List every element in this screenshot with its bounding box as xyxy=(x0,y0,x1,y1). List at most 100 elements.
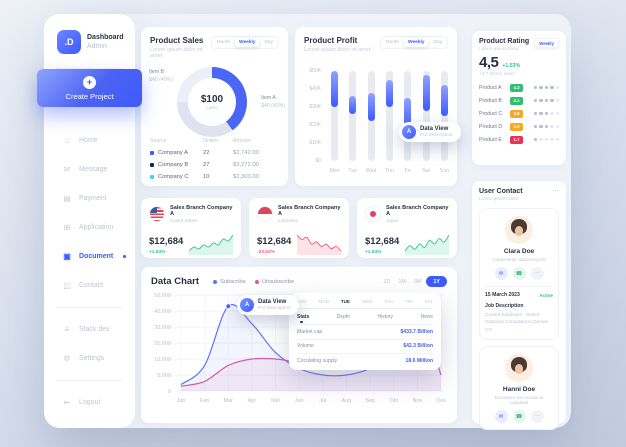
column-header: Source xyxy=(150,138,167,144)
branch-country: Japan xyxy=(386,218,399,223)
data-chart-header: Data Chart Subscribe Unsubscribe 1D 1M 3M 1Y xyxy=(141,267,457,287)
logout-icon: ⇤ xyxy=(63,398,71,407)
product-sales-card: Product Sales Lorem ipsum dolor sit amet… xyxy=(141,27,288,186)
range-1m[interactable]: 1M xyxy=(398,278,406,285)
status-badge: Active xyxy=(539,292,553,298)
application-icon: ⊞ xyxy=(63,223,71,232)
flag-us-icon xyxy=(149,206,165,222)
popup-day-fri[interactable]: FRI xyxy=(405,299,413,304)
product-rating-subtitle: Lorem ipsum dolor xyxy=(479,47,519,52)
message-icon[interactable]: ✉ xyxy=(494,410,508,424)
stat-value: $433.7 Billion xyxy=(400,328,433,335)
sidebar-item-stack-dev[interactable]: ≡ Stack dev xyxy=(44,315,135,344)
popup-day-wed[interactable]: WED xyxy=(361,299,373,304)
product-profit-tabs: Month Weekly Day xyxy=(379,36,448,49)
more-icon[interactable]: ⋯ xyxy=(530,410,544,424)
branch-value: $12,684 xyxy=(149,236,184,247)
popup-tab-news[interactable]: News xyxy=(420,314,433,320)
branch-header: Sales Branch Company A Japan xyxy=(365,205,449,223)
rating-row-product-c: Product C 3.8 xyxy=(479,107,559,120)
stat-label: Circulating supply xyxy=(297,357,338,364)
tooltip-title: Data View xyxy=(420,126,449,132)
contact-description: Excepteur sint occaecat cupidatat xyxy=(494,395,544,406)
popup-day-thu[interactable]: THU xyxy=(384,299,394,304)
app-logo: .D xyxy=(57,30,81,54)
branch-title: Sales Branch Company A xyxy=(170,205,233,217)
popup-day-sun[interactable]: SUN xyxy=(297,299,307,304)
legend-unsubscribe[interactable]: Unsubscribe xyxy=(254,279,294,285)
popup-tab-stats[interactable]: Stats xyxy=(297,314,310,323)
rating-dot xyxy=(550,85,554,90)
sidebar-item-document[interactable]: ▣ Document xyxy=(44,242,135,271)
product-sales-title: Product Sales xyxy=(150,36,204,45)
user-contact-subtitle: Lorem ipsum dolor xyxy=(479,197,519,202)
legend-subscribe[interactable]: Subscribe xyxy=(213,279,246,285)
brand-title: Dashboard xyxy=(87,33,124,41)
settings-icon: ⚙ xyxy=(63,354,71,363)
rating-row-product-e: Product E 1.7 xyxy=(479,133,559,146)
tab-day[interactable]: Day xyxy=(433,40,442,45)
sidebar-item-message[interactable]: ✉ Message xyxy=(44,155,135,184)
x-axis-label: Mon xyxy=(329,168,340,174)
sidebar-item-label: Message xyxy=(79,166,108,173)
more-menu-icon[interactable]: ⋯ xyxy=(552,188,559,195)
popup-day-sat[interactable]: SAT xyxy=(424,299,433,304)
tab-month[interactable]: Month xyxy=(385,40,400,45)
contact-meta: 15 March 2023 Active xyxy=(485,286,553,298)
sidebar-item-settings[interactable]: ⚙ Settings xyxy=(44,344,135,373)
popup-tab-depth[interactable]: Depth xyxy=(336,314,351,320)
more-icon[interactable]: ⋯ xyxy=(530,267,544,280)
contact-description: Consectetur adipiscing elit xyxy=(492,257,546,262)
chart-tooltip: A Data View Put Description xyxy=(237,295,299,316)
tab-weekly[interactable]: Weekly xyxy=(235,38,259,47)
branch-figures: $12,684 +1.53% xyxy=(365,236,399,255)
flag-id-icon xyxy=(257,206,273,222)
rating-period-button[interactable]: Weekly xyxy=(534,38,559,48)
popup-day-tue[interactable]: TUE xyxy=(340,299,350,304)
sidebar-nav: ⌂ Home ✉ Message ▤ Payment ⊞ Application ▣ Docume… xyxy=(44,126,135,417)
phone-icon[interactable]: ☎ xyxy=(512,267,526,280)
message-icon[interactable]: ✉ xyxy=(494,267,508,280)
popup-day-mon[interactable]: MON xyxy=(318,299,329,304)
sidebar-item-contact[interactable]: ◫ Contact xyxy=(44,271,135,300)
branch-titles: Sales Branch Company A United States xyxy=(170,205,233,223)
tab-day[interactable]: Day xyxy=(264,40,273,45)
rating-dots xyxy=(533,137,559,142)
stat-value: $42.3 Billion xyxy=(403,343,433,350)
create-project-button[interactable]: + Create Project xyxy=(37,69,142,107)
phone-icon[interactable]: ☎ xyxy=(512,410,526,424)
branch-sparkline xyxy=(297,234,341,255)
divider xyxy=(56,68,123,69)
sales-branch-card-japan: Sales Branch Company A Japan $12,684 +1.53% xyxy=(357,198,457,258)
branch-country: Indonesia xyxy=(278,218,298,223)
rating-dot xyxy=(544,124,548,129)
product-profit-card: Product Profit Lorem ipsum dolor sit ame… xyxy=(295,27,461,186)
sidebar-item-application[interactable]: ⊞ Application xyxy=(44,213,135,242)
bar-thu xyxy=(385,80,393,107)
x-axis-label: Sat xyxy=(422,168,430,174)
rating-dot xyxy=(533,85,537,90)
range-1d[interactable]: 1D xyxy=(383,278,391,285)
svg-text:Mei: Mei xyxy=(271,398,280,404)
user-contact-card: User Contact ⋯ Lorem ipsum dolor Clara D… xyxy=(472,181,566,431)
tab-month[interactable]: Month xyxy=(216,40,231,45)
sidebar-item-payment[interactable]: ▤ Payment xyxy=(44,184,135,213)
sidebar-item-logout[interactable]: ⇤ Logout xyxy=(44,388,135,417)
rating-dot xyxy=(555,98,559,103)
sidebar-item-label: Contact xyxy=(79,282,104,289)
tab-weekly[interactable]: Weekly xyxy=(404,38,428,47)
contact-name: Hanni Doe xyxy=(502,386,536,394)
popup-days: SUN MON TUE WED THU FRI SAT xyxy=(297,299,433,309)
range-1y[interactable]: 1Y xyxy=(426,276,447,287)
column-header: Amount xyxy=(233,138,251,144)
divider xyxy=(56,380,123,381)
range-3m[interactable]: 3M xyxy=(413,278,422,285)
donut-item-b-label: Item B $40 (40%) xyxy=(149,69,173,83)
popup-tab-history[interactable]: History xyxy=(377,314,394,320)
sidebar-item-label: Home xyxy=(79,137,98,144)
bar-fri xyxy=(404,98,412,131)
sidebar-item-home[interactable]: ⌂ Home xyxy=(44,126,135,155)
donut-total: $100 xyxy=(200,93,224,105)
bar-track xyxy=(385,71,393,161)
rating-row-product-d: Product D 2.8 xyxy=(479,120,559,133)
